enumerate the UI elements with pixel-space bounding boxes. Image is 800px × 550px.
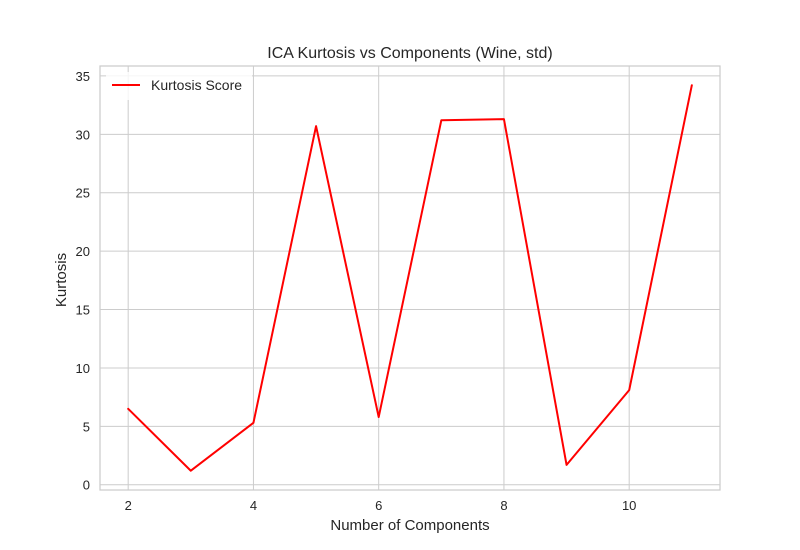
chart-title: ICA Kurtosis vs Components (Wine, std) <box>267 45 552 62</box>
legend-label-kurtosis-score: Kurtosis Score <box>151 77 242 93</box>
y-tick-label: 10 <box>76 361 90 376</box>
legend: Kurtosis Score <box>106 72 252 100</box>
y-tick-label: 5 <box>83 419 90 434</box>
x-tick-label: 8 <box>500 498 507 513</box>
y-tick-label: 25 <box>76 186 90 201</box>
x-tick-label: 2 <box>125 498 132 513</box>
y-tick-label: 30 <box>76 127 90 142</box>
ticks: 2 4 6 8 10 0 5 10 15 20 25 30 35 <box>76 69 637 513</box>
y-axis-label: Kurtosis <box>53 253 70 307</box>
y-tick-label: 20 <box>76 244 90 259</box>
series-line-0 <box>127 84 693 472</box>
y-tick-label: 0 <box>83 478 90 493</box>
x-tick-label: 4 <box>250 498 257 513</box>
x-axis-label: Number of Components <box>330 517 489 534</box>
x-tick-label: 10 <box>622 498 636 513</box>
series-layer <box>127 84 693 472</box>
plot-frame <box>99 65 721 491</box>
y-tick-label: 15 <box>76 303 90 318</box>
x-tick-label: 6 <box>375 498 382 513</box>
grid <box>100 66 720 490</box>
y-tick-label: 35 <box>76 69 90 84</box>
